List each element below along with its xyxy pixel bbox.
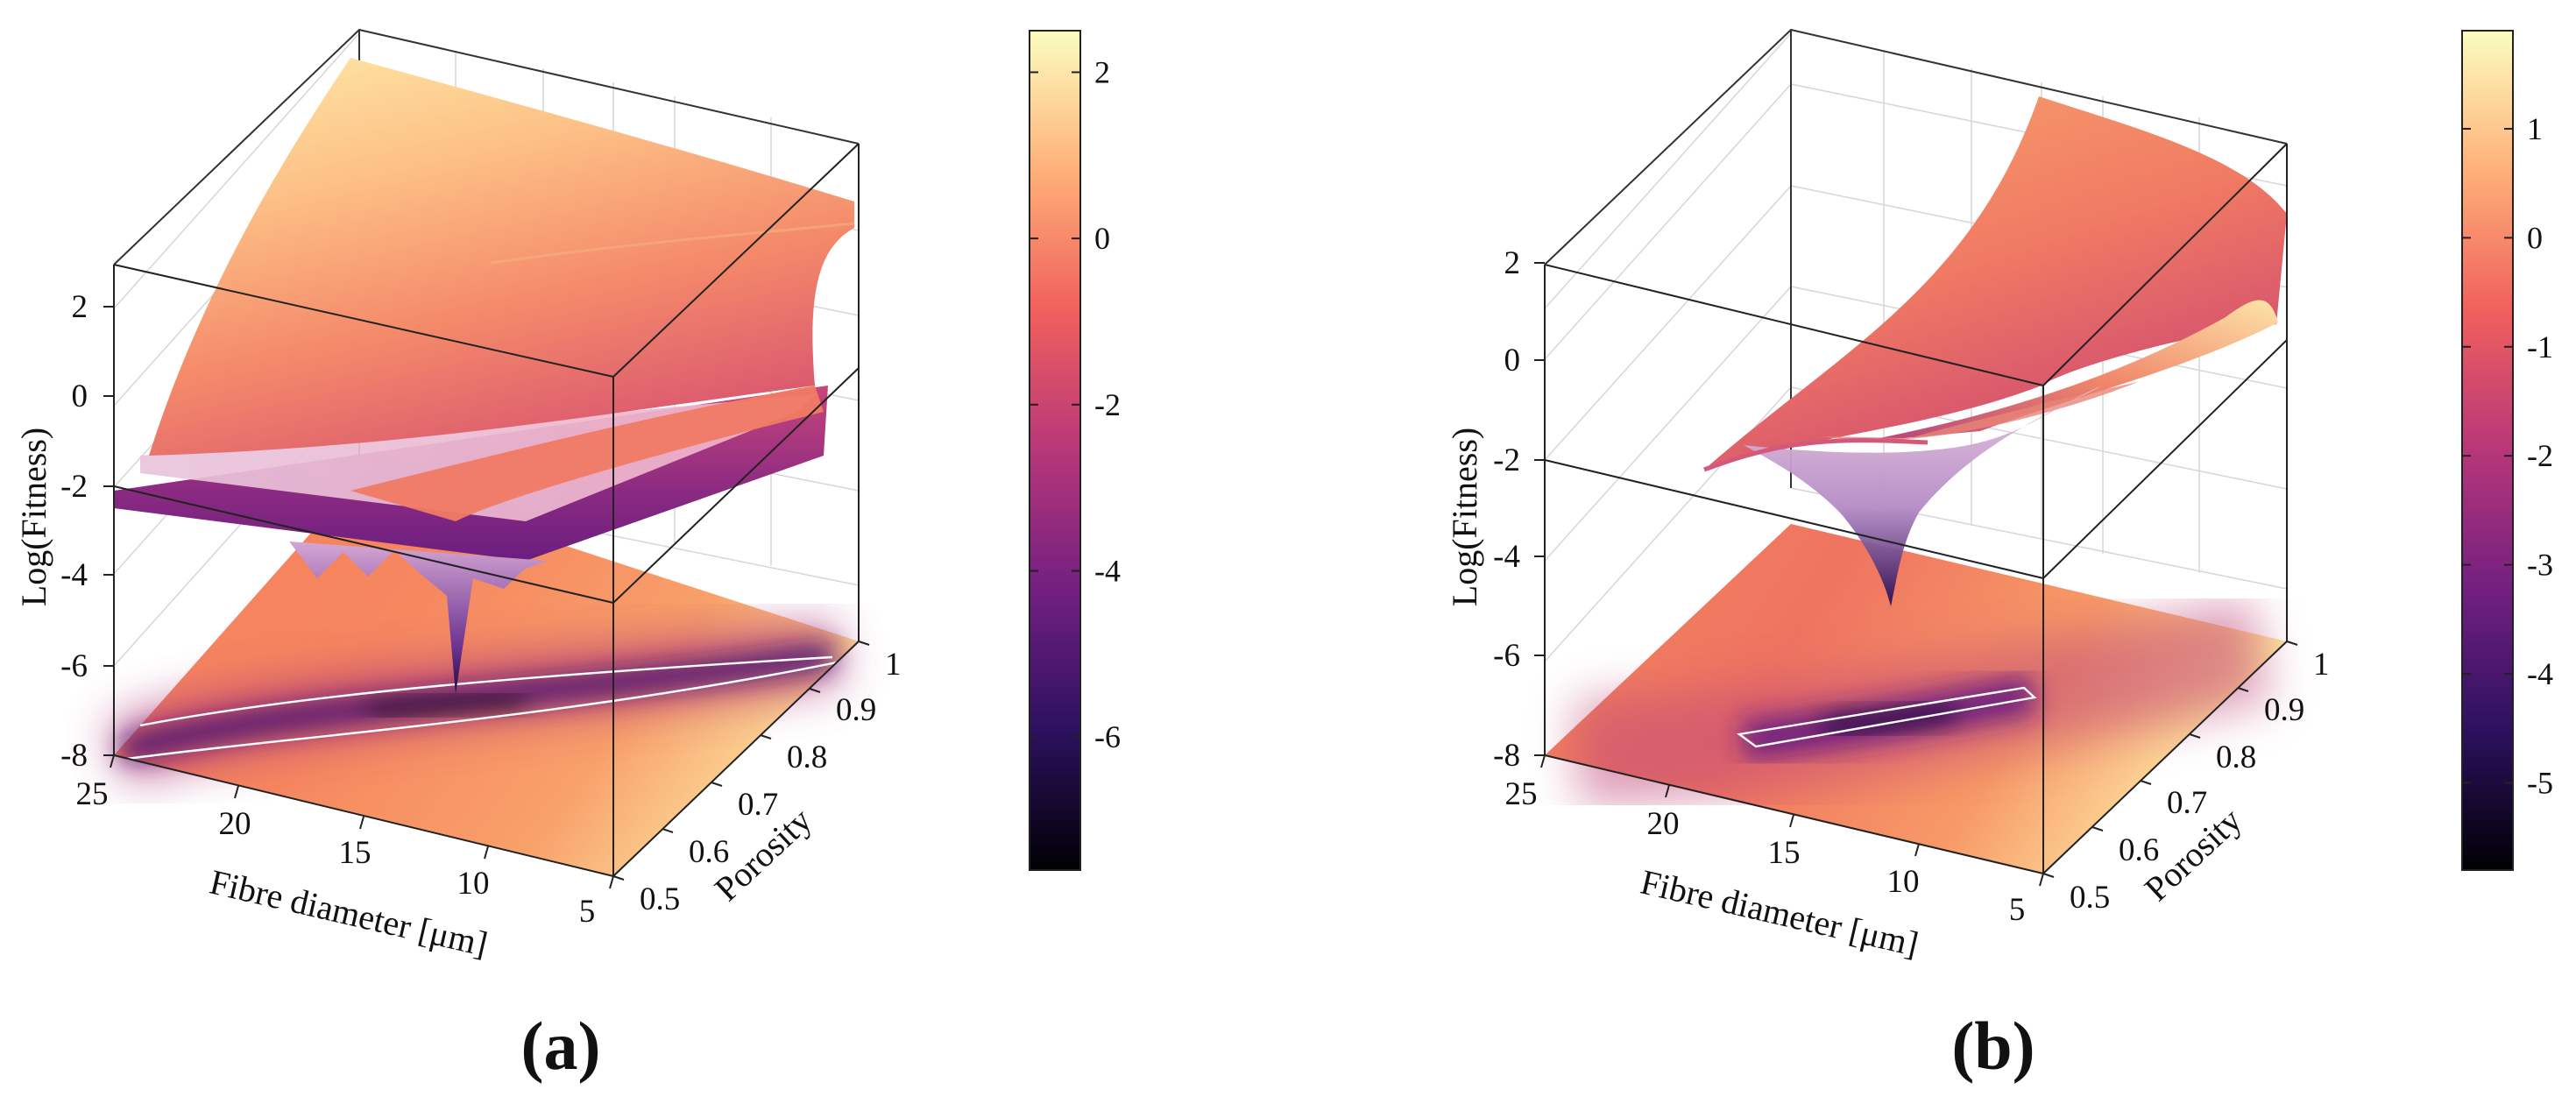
- panel-b-box-front: [1544, 143, 2288, 874]
- panel-b-z-tick: -2: [1493, 442, 1520, 478]
- panel-b-x-tick: 25: [1505, 776, 1538, 812]
- panel-a-x-tick: 10: [457, 866, 490, 902]
- panel-b-z-tick: -4: [1493, 539, 1520, 575]
- panel-b-y-tick: 0.6: [2119, 832, 2159, 868]
- panel-b-x-label: Fibre diameter [μm]: [1637, 862, 1921, 965]
- panel-b-y-tick: 0.5: [2070, 880, 2110, 916]
- panel-b-3d-surface: -8 -6 -4 -2 0 2 Log(Fitness) 25 20 15 10…: [1445, 28, 2553, 1084]
- panel-b-label: (b): [1951, 1008, 2035, 1084]
- panel-b-z-label: Log(Fitness): [1445, 428, 1484, 606]
- panel-a-contour-upper: [139, 655, 833, 727]
- panel-b-y-tick: 0.9: [2264, 692, 2304, 728]
- panel-a-colorbar: -6 -4 -2 0 2: [1029, 30, 1121, 871]
- panel-b-z-tick: -8: [1493, 738, 1520, 774]
- panel-a-x-tick: 20: [219, 806, 251, 842]
- panel-a-y-tick: 0.6: [689, 834, 729, 870]
- colorbar-tick-label: -2: [1094, 387, 1121, 422]
- colorbar-tick-label: -2: [2527, 438, 2553, 473]
- panel-a-y-tick: 1: [885, 647, 902, 683]
- panel-b-surface: [1703, 96, 2287, 606]
- panel-a-z-tick: -6: [60, 648, 88, 684]
- panel-a-box-front: [113, 143, 860, 877]
- panel-a-colorbar-ticks: -6 -4 -2 0 2: [1030, 54, 1121, 754]
- panel-a-surface: [114, 58, 855, 694]
- panel-a-x-tick: 15: [339, 835, 372, 871]
- panel-b-y-tick: 0.7: [2167, 785, 2207, 821]
- panel-a-label: (a): [521, 1008, 601, 1084]
- panel-b-z-tick: 0: [1504, 343, 1521, 379]
- colorbar-tick-label: -5: [2527, 765, 2553, 800]
- panel-a-floor-projection: [108, 478, 859, 876]
- panel-b-floor-projection: [1545, 524, 2287, 874]
- colorbar-tick-label: 0: [2527, 220, 2543, 255]
- panel-a-y-tick: 0.5: [640, 881, 680, 917]
- panel-b-x-tick: 20: [1647, 806, 1680, 842]
- panel-a-z-tick: 2: [72, 289, 88, 325]
- panel-a-z-tick: 0: [72, 379, 88, 414]
- panel-b-z-tick: 2: [1504, 245, 1521, 281]
- colorbar-tick-label: -1: [2527, 329, 2553, 364]
- panel-b-y-tick: 1: [2313, 647, 2330, 683]
- panel-b-colorbar-gradient: [2461, 30, 2514, 871]
- panel-b-x-tick: 10: [1887, 864, 1920, 900]
- panel-a-x-label: Fibre diameter [μm]: [206, 862, 491, 965]
- panel-a-x-tick: 5: [579, 894, 596, 930]
- panel-b-colorbar-ticks: -5 -4 -3 -2 -1 0 1: [2462, 111, 2553, 800]
- panel-a-colorbar-gradient: [1029, 30, 1081, 871]
- colorbar-tick-label: -3: [2527, 548, 2553, 583]
- panel-a-x-tick: 25: [76, 776, 109, 812]
- panel-a-y-tick: 0.8: [787, 739, 827, 775]
- colorbar-tick-label: -4: [1094, 554, 1121, 589]
- panel-a-y-tick: 0.9: [836, 692, 876, 728]
- panel-a-y-tick: 0.7: [738, 787, 778, 823]
- panel-b-contour: [1736, 686, 2037, 748]
- panel-a-z-axis: -8 -6 -4 -2 0 2 Log(Fitness): [14, 289, 114, 774]
- panel-b-z-axis: -8 -6 -4 -2 0 2 Log(Fitness): [1445, 245, 1545, 774]
- panel-a-3d-surface: -8 -6 -4 -2 0 2 Log(Fitness) 25 20 15 10…: [14, 28, 1121, 1084]
- panel-b-colorbar: -5 -4 -3 -2 -1 0 1: [2461, 30, 2553, 871]
- panel-a-z-tick: -8: [60, 738, 88, 774]
- panel-b-x-tick: 15: [1768, 835, 1801, 871]
- colorbar-tick-label: -4: [2527, 656, 2553, 691]
- panel-b-x-tick: 5: [2009, 892, 2026, 928]
- colorbar-tick-label: 1: [2527, 111, 2543, 146]
- panel-a-z-tick: -4: [60, 557, 88, 593]
- panel-a-z-label: Log(Fitness): [14, 428, 53, 606]
- panel-a-contour-lower: [126, 661, 838, 761]
- panel-b-y-tick: 0.8: [2216, 739, 2256, 775]
- colorbar-tick-label: 2: [1094, 54, 1110, 89]
- colorbar-tick-label: 0: [1094, 221, 1110, 256]
- panel-a-z-tick: -2: [60, 469, 88, 505]
- colorbar-tick-label: -6: [1094, 719, 1121, 754]
- panel-b-z-tick: -6: [1493, 638, 1520, 674]
